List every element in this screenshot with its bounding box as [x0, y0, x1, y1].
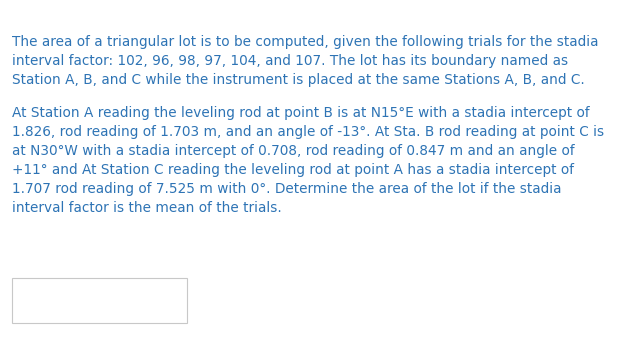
Text: The area of a triangular lot is to be computed, given the following trials for t: The area of a triangular lot is to be co… [12, 35, 598, 49]
Text: +11° and At Station C reading the leveling rod at point A has a stadia intercept: +11° and At Station C reading the leveli… [12, 163, 574, 177]
Text: 1.826, rod reading of 1.703 m, and an angle of -13°. At Sta. B rod reading at po: 1.826, rod reading of 1.703 m, and an an… [12, 125, 604, 139]
Text: Station A, B, and C while the instrument is placed at the same Stations A, B, an: Station A, B, and C while the instrument… [12, 73, 585, 87]
Text: interval factor: 102, 96, 98, 97, 104, and 107. The lot has its boundary named a: interval factor: 102, 96, 98, 97, 104, a… [12, 54, 568, 68]
Text: at N30°W with a stadia intercept of 0.708, rod reading of 0.847 m and an angle o: at N30°W with a stadia intercept of 0.70… [12, 144, 575, 158]
Text: interval factor is the mean of the trials.: interval factor is the mean of the trial… [12, 201, 282, 215]
Text: At Station A reading the leveling rod at point B is at N15°E with a stadia inter: At Station A reading the leveling rod at… [12, 106, 590, 120]
Text: 1.707 rod reading of 7.525 m with 0°. Determine the area of the lot if the stadi: 1.707 rod reading of 7.525 m with 0°. De… [12, 182, 561, 196]
